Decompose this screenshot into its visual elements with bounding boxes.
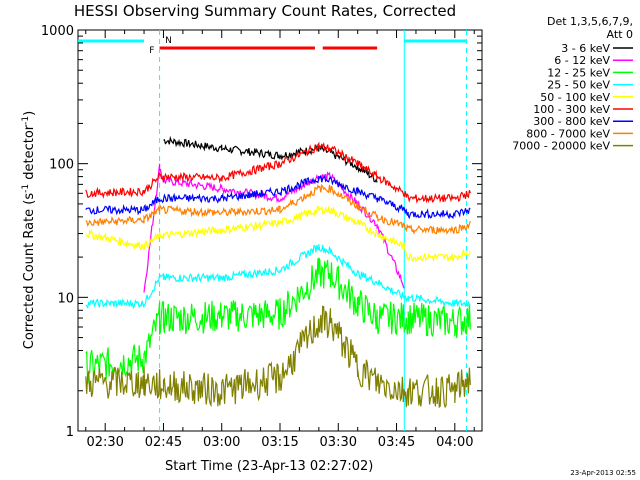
series-line <box>143 163 405 293</box>
y-axis-label: Corrected Count Rate (s-1 detector-1) <box>21 111 37 349</box>
y-axis-label-main: Corrected Count Rate (s <box>22 193 37 350</box>
x-tick-label: 02:45 <box>145 435 182 450</box>
y-tick-label: 1000 <box>41 24 74 39</box>
y-axis: 1 10 100 1000 <box>41 24 482 440</box>
y-tick-label: 100 <box>49 158 74 173</box>
y-axis-label-sup1: -1 <box>21 184 31 193</box>
legend-entry-label: 6 - 12 keV <box>554 54 610 67</box>
x-tick-label: 03:30 <box>320 435 357 450</box>
series-lines <box>85 135 471 409</box>
series-line <box>85 141 471 204</box>
x-tick-label: 03:00 <box>203 435 240 450</box>
series-line <box>85 305 471 409</box>
night-flag-label: N <box>165 36 172 46</box>
flag-bars: FN <box>78 36 467 56</box>
flare-flag-label: F <box>149 46 154 56</box>
time-markers <box>159 30 467 431</box>
series-line <box>85 183 471 235</box>
series-line <box>85 257 471 384</box>
legend-entry-label: 7000 - 20000 keV <box>512 140 610 153</box>
legend-entry-label: 800 - 7000 keV <box>526 127 610 140</box>
legend-entry-label: 300 - 800 keV <box>533 115 610 128</box>
y-axis-label-sup2: -1 <box>21 116 31 125</box>
y-axis-label-end: ) <box>22 111 37 116</box>
x-tick-label: 04:00 <box>436 435 473 450</box>
series-line <box>85 244 471 310</box>
x-axis: 02:30 02:45 03:00 03:15 03:30 03:45 04:00 <box>85 30 475 450</box>
series-line <box>85 205 471 263</box>
chart-title: HESSI Observing Summary Count Rates, Cor… <box>74 2 456 20</box>
y-axis-label-tail: detector <box>22 124 37 184</box>
x-tick-label: 02:30 <box>86 435 123 450</box>
legend-entry-label: 100 - 300 keV <box>533 103 610 116</box>
y-tick-label: 10 <box>57 291 74 306</box>
legend-entry-label: 3 - 6 keV <box>561 42 610 55</box>
legend-entry-label: 25 - 50 keV <box>547 79 610 92</box>
x-tick-label: 03:45 <box>378 435 415 450</box>
series-line <box>85 174 471 220</box>
x-tick-label: 03:15 <box>261 435 298 450</box>
legend-entry-label: 50 - 100 keV <box>540 91 610 104</box>
legend-entry-label: 12 - 25 keV <box>547 66 610 79</box>
x-axis-label: Start Time (23-Apr-13 02:27:02) <box>165 459 373 474</box>
legend-header-2: Att 0 <box>607 28 633 41</box>
legend-header-1: Det 1,3,5,6,7,9, <box>547 15 633 28</box>
footer-timestamp: 23-Apr-2013 02:55 <box>570 469 636 477</box>
y-tick-label: 1 <box>66 425 74 440</box>
